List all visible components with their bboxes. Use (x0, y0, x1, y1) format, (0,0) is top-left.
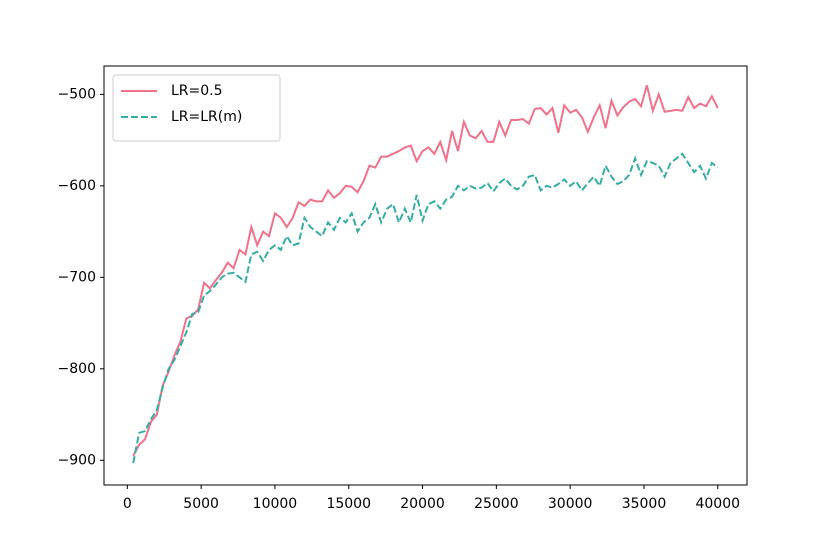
legend-label: LR=LR(m) (171, 109, 242, 125)
x-tick-label: 35000 (622, 496, 667, 512)
plot-frame (103, 65, 748, 486)
x-tick-label: 0 (123, 496, 132, 512)
x-tick-label: 5000 (183, 496, 219, 512)
x-tick-label: 15000 (326, 496, 371, 512)
y-tick-label: −500 (58, 86, 96, 102)
legend-label: LR=0.5 (171, 83, 223, 99)
x-tick-label: 20000 (400, 496, 445, 512)
x-tick-label: 10000 (253, 496, 298, 512)
series-line (132, 152, 719, 464)
y-tick-label: −800 (58, 361, 96, 377)
y-tick-label: −600 (58, 178, 96, 194)
y-tick-label: −900 (58, 452, 96, 468)
y-tick-label: −700 (58, 269, 96, 285)
legend: LR=0.5 LR=LR(m) (112, 74, 281, 142)
series-line (132, 84, 719, 457)
x-tick-label: 25000 (474, 496, 519, 512)
x-tick-label: 30000 (548, 496, 593, 512)
x-tick-label: 40000 (695, 496, 740, 512)
